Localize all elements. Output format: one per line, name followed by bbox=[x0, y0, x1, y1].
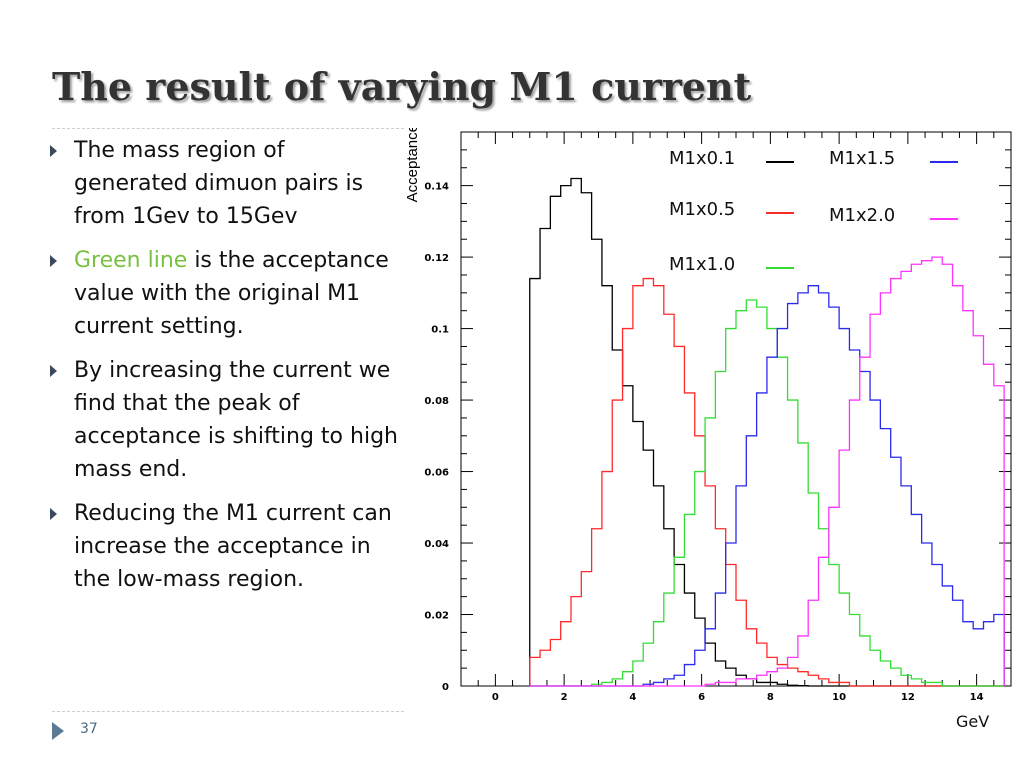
legend-swatch bbox=[766, 212, 794, 214]
plot-frame bbox=[460, 131, 1012, 687]
y-tick-label: 0.02 bbox=[424, 611, 449, 622]
legend-label: M1x1.5 bbox=[829, 148, 896, 169]
x-tick-label: 10 bbox=[832, 692, 846, 703]
chart-canvas: 0 0.02 0.04 0.06 0.08 0.1 0.12 0.14 0 2 4 6 8 10 12 14 A… bbox=[404, 128, 1012, 703]
bullet-text: Reducing the M1 current can increase the… bbox=[74, 501, 392, 592]
legend-label: M1x0.1 bbox=[669, 148, 736, 169]
y-tick-label: 0.1 bbox=[431, 325, 449, 336]
y-tick-label: 0.12 bbox=[424, 253, 449, 264]
x-tick-label: 8 bbox=[767, 692, 774, 703]
legend-swatch bbox=[930, 161, 958, 163]
x-tick-label: 14 bbox=[970, 692, 984, 703]
legend-swatch bbox=[766, 267, 794, 269]
bullet-item: Reducing the M1 current can increase the… bbox=[48, 497, 398, 596]
title-divider bbox=[52, 128, 404, 129]
series-line-m1x1-5 bbox=[529, 285, 1005, 687]
bullet-arrow-icon bbox=[50, 508, 57, 520]
x-tick-label: 2 bbox=[561, 692, 568, 703]
slide-title: The result of varying M1 current bbox=[52, 64, 752, 109]
x-tick-label: 4 bbox=[629, 692, 636, 703]
legend-swatch bbox=[766, 161, 794, 163]
y-tick-label: 0.08 bbox=[424, 396, 449, 407]
bullet-text: The mass region of generated dimuon pair… bbox=[74, 138, 364, 229]
x-tick-label: 12 bbox=[901, 692, 915, 703]
y-tick-label: 0 bbox=[442, 682, 449, 693]
page-number: 37 bbox=[80, 721, 98, 737]
legend-label: M1x2.0 bbox=[829, 205, 896, 226]
y-axis-title: Acceptance bbox=[404, 128, 421, 202]
x-tick-label: 6 bbox=[698, 692, 705, 703]
bullet-item: Green line is the acceptance value with … bbox=[48, 244, 398, 343]
legend-label: M1x1.0 bbox=[669, 254, 736, 275]
bullet-item: The mass region of generated dimuon pair… bbox=[48, 134, 398, 233]
bullet-arrow-icon bbox=[50, 365, 57, 377]
bullet-list: The mass region of generated dimuon pair… bbox=[48, 134, 398, 607]
series-line-m1x2-0 bbox=[529, 256, 1005, 687]
y-tick-label: 0.04 bbox=[424, 539, 449, 550]
x-tick-label: 0 bbox=[492, 692, 499, 703]
y-tick-label: 0.14 bbox=[424, 182, 449, 193]
legend-swatch bbox=[930, 218, 958, 220]
series-line-m1x1-0 bbox=[529, 299, 1005, 687]
footer-arrow-icon bbox=[52, 722, 64, 740]
legend-label: M1x0.5 bbox=[669, 199, 736, 220]
footer-divider bbox=[52, 711, 404, 712]
bullet-item: By increasing the current we find that t… bbox=[48, 354, 398, 486]
x-axis-title: GeV bbox=[956, 712, 990, 731]
bullet-highlight: Green line bbox=[74, 248, 188, 273]
y-tick-label: 0.06 bbox=[424, 468, 449, 479]
bullet-text: By increasing the current we find that t… bbox=[74, 358, 398, 482]
bullet-text: is the acceptance value with the origina… bbox=[74, 248, 389, 339]
acceptance-chart: 0 0.02 0.04 0.06 0.08 0.1 0.12 0.14 0 2 4 6 8 10 12 14 A… bbox=[399, 128, 1015, 728]
bullet-arrow-icon bbox=[50, 145, 57, 157]
bullet-arrow-icon bbox=[50, 255, 57, 267]
